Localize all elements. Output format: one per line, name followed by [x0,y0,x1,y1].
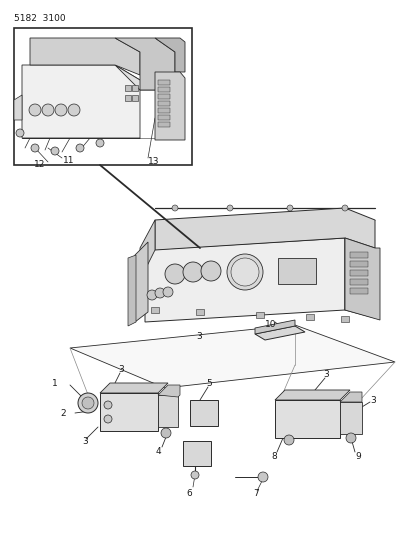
Circle shape [76,144,84,152]
Circle shape [16,129,24,137]
Text: 5: 5 [206,379,212,388]
Bar [350,252,368,258]
Circle shape [227,205,233,211]
Circle shape [147,290,157,300]
Bar [183,441,211,466]
Text: 13: 13 [148,157,160,166]
Bar [158,87,170,92]
Circle shape [104,401,112,409]
Circle shape [227,254,263,290]
Bar [275,400,340,438]
Bar [125,85,131,91]
Text: 4: 4 [156,447,162,456]
Text: 7: 7 [253,489,259,498]
Polygon shape [140,220,155,280]
Bar [350,270,368,276]
Circle shape [96,139,104,147]
Text: 1: 1 [52,379,58,388]
Bar [158,94,170,99]
Circle shape [55,104,67,116]
Circle shape [201,261,221,281]
Bar [100,393,158,431]
Bar [158,108,170,113]
Bar [190,400,218,426]
Polygon shape [22,65,140,138]
Polygon shape [306,314,314,320]
Text: 12: 12 [34,160,45,169]
Bar [278,258,316,284]
Bar [158,115,170,120]
Text: 5182  3100: 5182 3100 [14,14,66,23]
Circle shape [165,264,185,284]
Circle shape [163,287,173,297]
Text: 11: 11 [63,156,75,165]
Text: 3: 3 [118,365,124,374]
Text: 9: 9 [355,452,361,461]
Text: 6: 6 [186,489,192,498]
Text: 3: 3 [82,437,88,446]
Circle shape [346,433,356,443]
Circle shape [191,471,199,479]
Bar [132,85,138,91]
Text: 3: 3 [323,370,329,379]
Polygon shape [155,38,185,72]
Circle shape [287,205,293,211]
Circle shape [183,262,203,282]
Bar [125,95,131,101]
Circle shape [42,104,54,116]
Polygon shape [14,95,22,120]
Bar [14,28,192,165]
Polygon shape [155,72,185,140]
Polygon shape [151,307,159,313]
Polygon shape [345,238,375,318]
Polygon shape [115,38,175,90]
Bar [132,95,138,101]
Polygon shape [145,238,345,322]
Circle shape [29,104,41,116]
Bar [158,101,170,106]
Circle shape [284,435,294,445]
Polygon shape [70,325,395,388]
Circle shape [258,472,268,482]
Polygon shape [115,65,175,90]
Polygon shape [128,255,136,326]
Polygon shape [345,238,380,320]
Polygon shape [196,309,204,315]
Circle shape [78,393,98,413]
Bar [350,261,368,267]
Circle shape [82,397,94,409]
Polygon shape [256,312,264,318]
Text: 3: 3 [196,332,202,341]
Circle shape [104,415,112,423]
Circle shape [161,428,171,438]
Circle shape [342,205,348,211]
Bar [340,402,362,434]
Text: 10: 10 [265,320,277,329]
Text: 2: 2 [60,409,66,418]
Polygon shape [340,392,362,402]
Text: 3: 3 [370,396,376,405]
Circle shape [68,104,80,116]
Polygon shape [100,383,168,393]
Bar [158,395,178,427]
Circle shape [31,144,39,152]
Bar [350,288,368,294]
Polygon shape [275,390,350,400]
Polygon shape [255,326,305,340]
Text: 8: 8 [271,452,277,461]
Circle shape [172,205,178,211]
Polygon shape [30,38,140,75]
Polygon shape [155,208,375,250]
Circle shape [51,147,59,155]
Polygon shape [158,385,180,397]
Circle shape [231,258,259,286]
Circle shape [155,288,165,298]
Polygon shape [341,316,349,321]
Bar [350,279,368,285]
Bar [158,122,170,127]
Polygon shape [255,320,295,334]
Bar [158,80,170,85]
Polygon shape [135,242,148,322]
